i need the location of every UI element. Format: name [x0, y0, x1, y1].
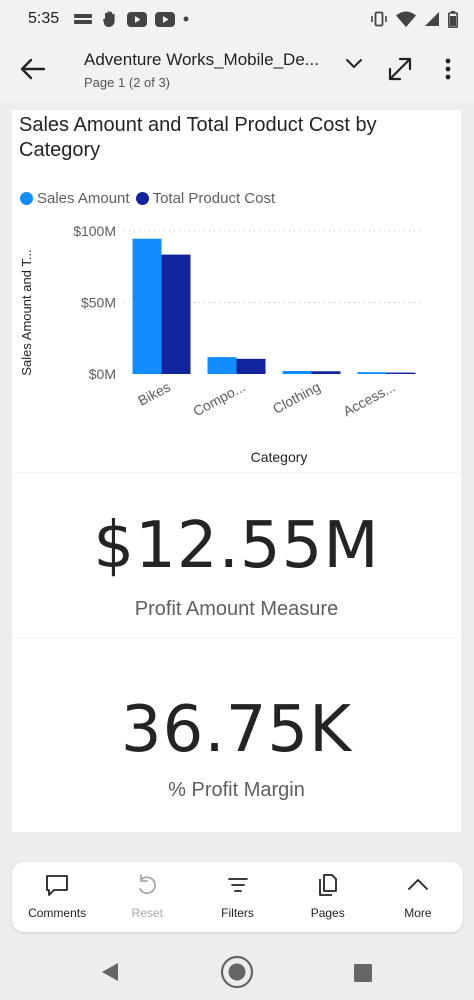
cell-signal-icon: [425, 12, 439, 26]
bar-total-product-cost: [236, 358, 266, 374]
profit-amount-label: Profit Amount Measure: [134, 598, 339, 620]
profit-amount-value: $12.55M: [93, 509, 380, 583]
filter-icon: [227, 878, 248, 892]
more-vertical-icon[interactable]: [438, 54, 458, 84]
status-time: 5:35: [28, 10, 60, 27]
y-axis-title: Sales Amount and T...: [19, 249, 34, 375]
pages-button[interactable]: Pages: [283, 862, 373, 932]
chevron-down-icon[interactable]: [344, 54, 364, 74]
more-label: More: [404, 906, 432, 920]
x-tick-label: Compo...: [190, 379, 248, 420]
temu-notification-icon: [74, 14, 93, 24]
expand-icon[interactable]: [386, 55, 414, 83]
bar-total-product-cost: [311, 371, 341, 374]
reset-label: Reset: [131, 906, 163, 920]
notification-dot-icon: [183, 16, 189, 22]
legend-dot: [20, 192, 33, 205]
y-tick-label: $100M: [73, 223, 116, 239]
page-indicator: Page 1 (2 of 3): [84, 75, 170, 90]
bar-sales-amount: [207, 357, 237, 374]
report-title-block[interactable]: Adventure Works_Mobile_De... Page 1 (2 o…: [84, 50, 344, 90]
battery-icon: [448, 10, 458, 28]
youtube-icon: [155, 11, 176, 27]
chart-legend: Sales Amount Total Product Cost: [20, 190, 281, 207]
reset-button[interactable]: Reset: [102, 862, 192, 932]
filters-label: Filters: [221, 906, 254, 920]
legend-dot: [135, 192, 149, 205]
comments-label: Comments: [28, 906, 87, 920]
vibrate-icon: [371, 11, 387, 27]
x-tick-label: Clothing: [270, 379, 323, 417]
report-canvas: Sales Amount and Total Product Cost by C…: [12, 110, 461, 832]
bar-sales-amount: [357, 372, 387, 374]
youtube-icon: [127, 11, 148, 27]
legend-item-2[interactable]: Total Product Cost: [135, 190, 276, 207]
filters-button[interactable]: Filters: [192, 862, 282, 932]
pages-icon: [318, 874, 337, 896]
nav-back-icon[interactable]: [101, 962, 119, 982]
more-button[interactable]: More: [373, 862, 463, 932]
wifi-icon: [396, 11, 416, 27]
y-tick-label: $0M: [89, 366, 116, 382]
app-header: Adventure Works_Mobile_De... Page 1 (2 o…: [0, 38, 474, 102]
status-bar: 5:35: [0, 0, 474, 38]
x-axis-title: Category: [251, 449, 308, 465]
chevron-up-icon: [408, 879, 428, 890]
action-bar: Comments Reset Filters Pages More: [12, 862, 463, 932]
report-title: Adventure Works_Mobile_De...: [84, 50, 319, 69]
legend-item-1[interactable]: Sales Amount: [20, 190, 130, 207]
chart-title: Sales Amount and Total Product Cost by C…: [19, 114, 377, 161]
y-tick-label: $50M: [81, 295, 116, 311]
legend-label: Sales Amount: [37, 190, 130, 207]
pages-label: Pages: [310, 906, 345, 920]
back-arrow-icon[interactable]: [18, 54, 48, 84]
comments-button[interactable]: Comments: [12, 862, 102, 932]
bar-total-product-cost: [161, 254, 191, 374]
chart-plot: $0M $50M $100M Sales Amount and T... Bikes Co…: [19, 223, 424, 465]
profit-margin-label: % Profit Margin: [168, 779, 305, 801]
nav-recents-icon[interactable]: [354, 964, 372, 982]
x-tick-label: Bikes: [135, 379, 173, 409]
legend-label: Total Product Cost: [152, 190, 276, 207]
bar-sales-amount: [282, 370, 312, 374]
clustered-bar-chart[interactable]: Sales Amount and Total Product Cost by C…: [12, 110, 461, 472]
profit-margin-value: 36.75K: [120, 693, 353, 767]
bar-sales-amount: [132, 238, 162, 374]
profit-margin-card[interactable]: 36.75K % Profit Margin: [12, 638, 461, 832]
reset-icon: [139, 874, 157, 895]
comment-icon: [46, 875, 68, 896]
x-tick-label: Access...: [340, 379, 398, 420]
profit-amount-card[interactable]: $12.55M Profit Amount Measure: [12, 472, 461, 638]
nav-home-icon[interactable]: [220, 955, 254, 989]
hand-icon: [103, 11, 115, 27]
bar-total-product-cost: [386, 372, 416, 374]
